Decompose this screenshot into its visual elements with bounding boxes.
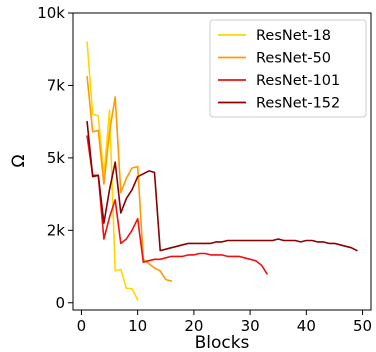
x-tick-label: 30 — [241, 317, 260, 335]
y-tick-label: 10k — [37, 4, 65, 22]
x-tick-label: 10 — [128, 317, 147, 335]
series-line-resnet-152 — [86, 120, 358, 252]
x-tick-label: 50 — [353, 317, 372, 335]
series-layer — [86, 41, 358, 301]
x-tick-label: 0 — [77, 317, 87, 335]
y-axis-ticks: 0 2k 5k 7k 10k — [37, 4, 73, 312]
legend-label: ResNet-101 — [256, 73, 340, 89]
y-tick-label: 2k — [47, 221, 66, 239]
plot-frame — [72, 12, 372, 311]
legend-label: ResNet-50 — [256, 51, 331, 67]
x-axis-ticks: 0 10 20 30 40 50 — [77, 310, 372, 335]
legend: ResNet-18 ResNet-50 ResNet-101 ResNet-152 — [209, 19, 367, 118]
series-line-resnet-101 — [86, 135, 268, 275]
legend-label: ResNet-18 — [256, 28, 331, 44]
series-line-resnet-50 — [86, 75, 173, 282]
x-tick-label: 40 — [297, 317, 316, 335]
y-tick-label: 0 — [55, 294, 65, 312]
y-axis-label: Ω — [9, 155, 29, 168]
legend-frame — [209, 19, 367, 118]
x-tick-label: 20 — [184, 317, 203, 335]
series-line-resnet-18 — [86, 41, 139, 301]
x-axis-label: Blocks — [195, 333, 250, 352]
y-tick-label: 7k — [47, 76, 66, 94]
legend-label: ResNet-152 — [256, 96, 340, 112]
y-tick-label: 5k — [47, 149, 66, 167]
